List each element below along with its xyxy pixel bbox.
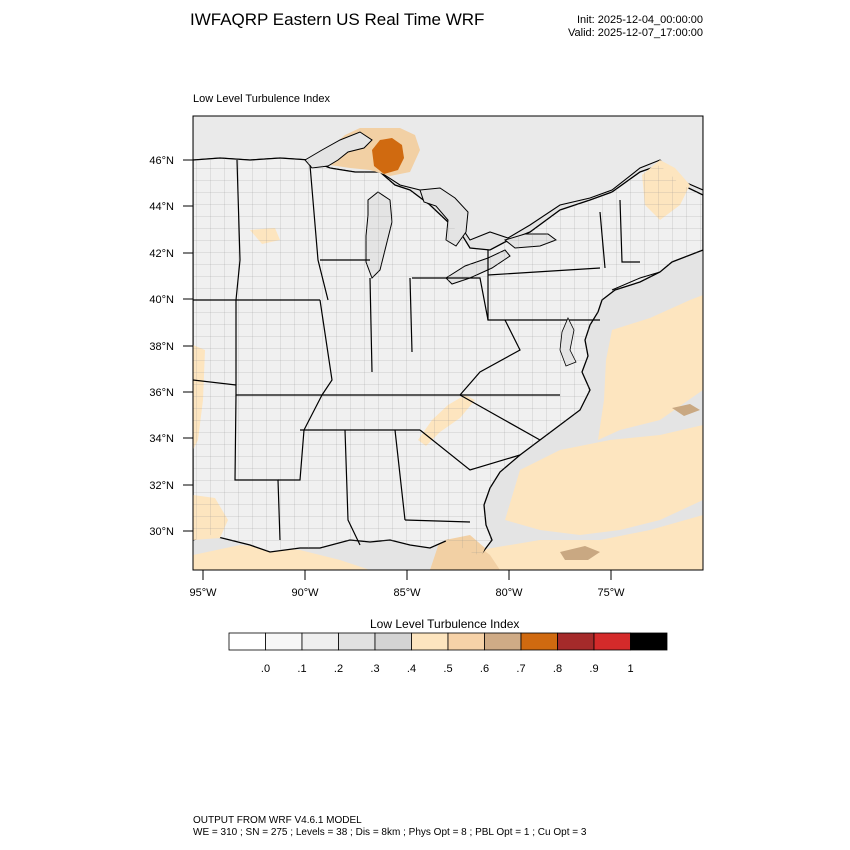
lat-label: 34°N bbox=[149, 433, 174, 445]
turbulence-patch-atlantic-south bbox=[505, 425, 703, 535]
colorbar-swatch bbox=[520, 632, 558, 651]
map-frame bbox=[192, 115, 704, 571]
colorbar-swatch bbox=[484, 632, 522, 651]
lat-label: 36°N bbox=[149, 387, 174, 399]
lon-label: 75°W bbox=[597, 587, 625, 599]
colorbar-tick-label: .6 bbox=[479, 663, 490, 675]
colorbar-swatch bbox=[265, 632, 303, 651]
lat-label: 40°N bbox=[149, 294, 174, 306]
colorbar-tick-label: .8 bbox=[552, 663, 563, 675]
lat-ticks bbox=[183, 159, 193, 532]
colorbar-tick-label: .1 bbox=[297, 663, 307, 675]
colorbar-tick-label: .2 bbox=[333, 663, 344, 675]
colorbar-tick-label: .4 bbox=[406, 663, 417, 675]
init-time: Init: 2025-12-04_00:00:00 bbox=[577, 14, 703, 26]
turbulence-patch-gulf bbox=[193, 545, 370, 570]
footer-model-info: OUTPUT FROM WRF V4.6.1 MODEL bbox=[193, 815, 362, 826]
colorbar-tick-label: .3 bbox=[370, 663, 380, 675]
valid-time: Valid: 2025-12-07_17:00:00 bbox=[568, 27, 703, 39]
colorbar-swatch bbox=[557, 632, 595, 651]
turbulence-patch-atlantic-far bbox=[470, 515, 703, 570]
colorbar-swatch bbox=[338, 632, 376, 651]
colorbar-swatch bbox=[301, 632, 339, 651]
colorbar-tick-label: 1 bbox=[627, 663, 634, 675]
colorbar-swatch bbox=[374, 632, 412, 651]
turbulence-patch-upper-mi-inner bbox=[372, 138, 404, 174]
footer-run-params: WE = 310 ; SN = 275 ; Levels = 38 ; Dis … bbox=[193, 827, 587, 838]
field-label: Low Level Turbulence Index bbox=[193, 93, 330, 105]
map-title: IWFAQRP Eastern US Real Time WRF bbox=[190, 10, 485, 29]
lon-label: 80°W bbox=[495, 587, 523, 599]
chesapeake-bay bbox=[559, 317, 577, 367]
lat-label: 44°N bbox=[149, 201, 174, 213]
lon-label: 95°W bbox=[189, 587, 217, 599]
turbulence-patch-atlantic-north bbox=[598, 295, 703, 440]
lat-label: 30°N bbox=[149, 526, 174, 538]
colorbar bbox=[228, 632, 668, 651]
lat-label: 32°N bbox=[149, 480, 174, 492]
colorbar-tick-label: .0 bbox=[260, 663, 271, 675]
lon-label: 85°W bbox=[393, 587, 421, 599]
turbulence-patch-ocean-dark bbox=[560, 546, 600, 560]
colorbar-swatch bbox=[630, 632, 668, 651]
map-content bbox=[193, 116, 703, 570]
lat-label: 38°N bbox=[149, 341, 174, 353]
colorbar-tick-label: .5 bbox=[443, 663, 453, 675]
colorbar-title: Low Level Turbulence Index bbox=[370, 617, 520, 631]
lon-ticks bbox=[202, 570, 612, 580]
county-borders bbox=[193, 158, 703, 556]
long-island-sound bbox=[611, 271, 661, 291]
colorbar-swatch bbox=[228, 632, 266, 651]
lat-label: 42°N bbox=[149, 248, 174, 260]
lat-label: 46°N bbox=[149, 155, 174, 167]
lon-label: 90°W bbox=[291, 587, 319, 599]
lon-labels: 95°W 90°W 85°W 80°W 75°W bbox=[189, 587, 625, 599]
state-borders bbox=[193, 159, 640, 546]
colorbar-swatch bbox=[411, 632, 449, 651]
colorbar-tick-label: .7 bbox=[516, 663, 526, 675]
colorbar-tick-label: .9 bbox=[589, 663, 599, 675]
turbulence-patch-ocean-dark2 bbox=[672, 404, 700, 416]
lat-labels: 46°N 44°N 42°N 40°N 38°N 36°N 34°N 32°N … bbox=[149, 155, 174, 538]
colorbar-swatch bbox=[593, 632, 631, 651]
colorbar-swatch bbox=[447, 632, 485, 651]
